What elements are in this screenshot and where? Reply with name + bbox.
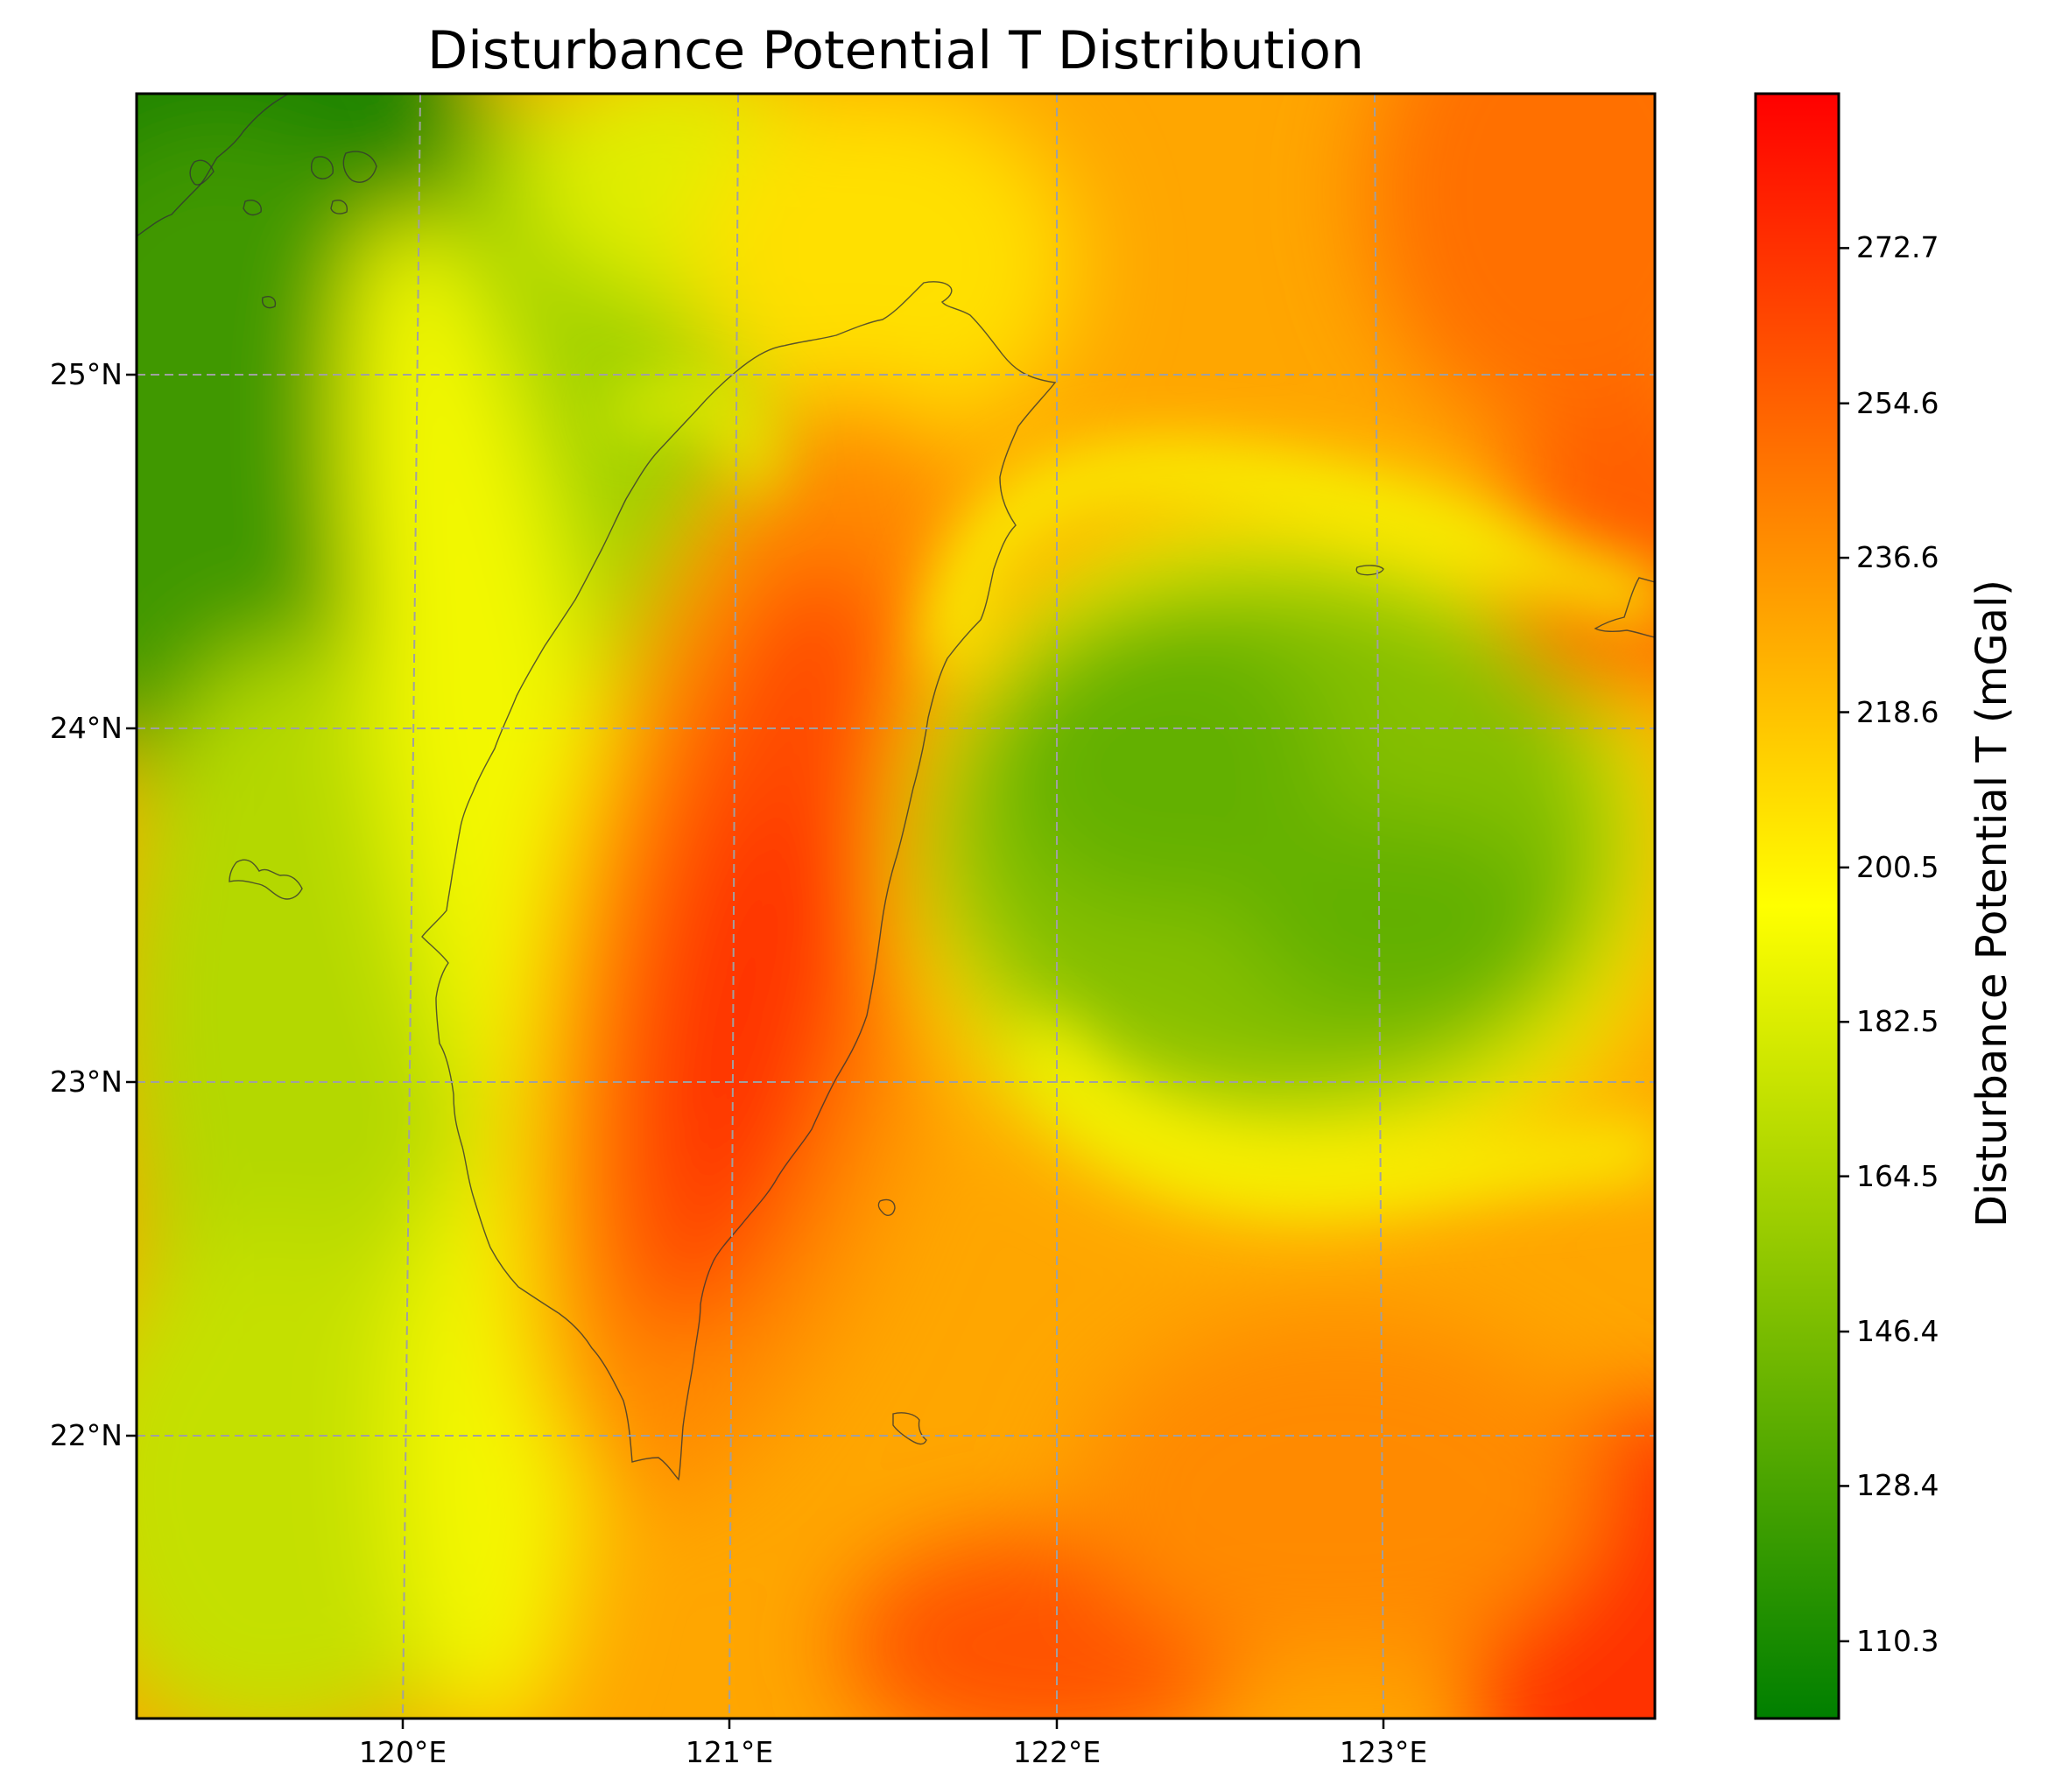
xtick-label-122: 122°E xyxy=(1012,1735,1101,1769)
colorbar-tick-label: 164.5 xyxy=(1856,1158,1939,1193)
colorbar-tick-label: 236.6 xyxy=(1856,540,1939,575)
ytick-label-25: 25°N xyxy=(49,357,123,391)
colorbar xyxy=(1754,92,1849,1720)
penghu-coastline xyxy=(229,859,303,900)
map-tick-marks xyxy=(126,373,1385,1729)
yonaguni-coastline xyxy=(1355,565,1384,576)
colorbar-tick-label: 200.5 xyxy=(1856,849,1939,884)
mainland-islands-coastline xyxy=(189,151,377,309)
map-title: Disturbance Potential T Distribution xyxy=(427,20,1364,81)
gridlines xyxy=(137,94,1655,1718)
ytick-label-23: 23°N xyxy=(49,1065,123,1099)
ytick-label-24: 24°N xyxy=(49,711,123,745)
colorbar-tick-label: 146.4 xyxy=(1856,1314,1939,1349)
gridline-lon-123 xyxy=(1374,94,1384,1718)
colorbar-tick-label: 110.3 xyxy=(1856,1623,1939,1658)
colorbar-tick-label: 254.6 xyxy=(1856,385,1939,420)
xtick-label-123: 123°E xyxy=(1339,1735,1428,1769)
gridline-lon-120 xyxy=(402,94,421,1718)
xtick-label-121: 121°E xyxy=(685,1735,774,1769)
coastlines xyxy=(137,94,1655,1481)
colorbar-tick-label: 128.4 xyxy=(1856,1468,1939,1503)
green-island-coastline xyxy=(877,1198,896,1216)
iriomote-coastline xyxy=(1594,577,1655,638)
ytick-label-22: 22°N xyxy=(49,1418,123,1452)
gridline-lon-121 xyxy=(728,94,739,1718)
disturbance-potential-field xyxy=(137,94,1655,1718)
colorbar-gradient xyxy=(1754,92,1840,1720)
orchid-island-coastline xyxy=(892,1412,927,1445)
colorbar-tick-label: 218.6 xyxy=(1856,694,1939,729)
xtick-label-120: 120°E xyxy=(358,1735,447,1769)
colorbar-tick-marks xyxy=(1839,247,1849,1643)
taiwan-coastline xyxy=(421,281,1057,1481)
colorbar-label: Disturbance Potential T (mGal) xyxy=(1967,579,2016,1228)
colorbar-tick-label: 272.7 xyxy=(1856,230,1939,265)
map-frame xyxy=(135,92,1657,1720)
colorbar-tick-label: 182.5 xyxy=(1856,1004,1939,1039)
mainland-coastline xyxy=(137,94,290,237)
